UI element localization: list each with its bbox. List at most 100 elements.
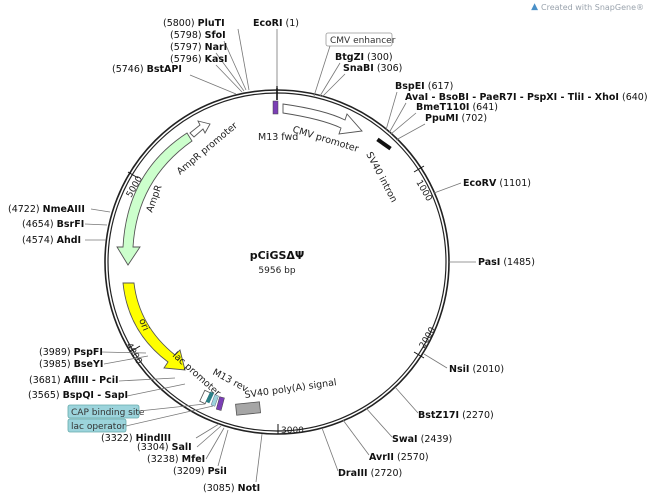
site-pos: (3985) bbox=[39, 359, 71, 370]
svg-text:PpuMI (702): PpuMI (702) bbox=[425, 113, 487, 124]
svg-text:SnaBI (306): SnaBI (306) bbox=[343, 63, 402, 74]
site-pos: (1485) bbox=[503, 257, 535, 268]
site-name: SwaI bbox=[392, 434, 418, 445]
tick-label-2000: 2000 bbox=[418, 325, 438, 350]
site-name: BstAPI bbox=[147, 64, 182, 75]
cap-leader bbox=[138, 403, 206, 412]
lac-operator-box bbox=[67, 418, 127, 433]
ori-arrow bbox=[122, 282, 186, 371]
site-pspfi: (3989) PspFI bbox=[39, 347, 147, 358]
site-avrii: AvrII (2570) bbox=[342, 419, 429, 463]
site-pos: (617) bbox=[428, 81, 454, 92]
site-name: AhdI bbox=[57, 235, 81, 246]
site-pos: (3681) bbox=[29, 375, 61, 386]
site-ecori: EcoRI (1) bbox=[253, 18, 299, 88]
site-name: HindIII bbox=[136, 433, 171, 444]
svg-text:(3238) MfeI: (3238) MfeI bbox=[147, 454, 205, 465]
site-pos: (3989) bbox=[39, 347, 71, 358]
svg-text:(5797) NarI: (5797) NarI bbox=[170, 42, 227, 53]
site-name: BstZ17I bbox=[418, 410, 459, 421]
site-pos: (3304) bbox=[137, 442, 169, 453]
site-pluti: (5800) PluTI bbox=[163, 18, 250, 91]
tick-mark-1000 bbox=[413, 165, 425, 173]
site-pos: (4722) bbox=[8, 204, 40, 215]
ampr-arrow bbox=[116, 132, 193, 266]
site-nari: (5797) NarI bbox=[170, 42, 245, 92]
site-name: AflIII - PciI bbox=[64, 375, 119, 386]
plasmid-size: 5956 bp bbox=[258, 266, 295, 276]
site-hindiii: (3322) HindIII bbox=[101, 423, 220, 444]
site-mfei: (3238) MfeI bbox=[147, 427, 225, 465]
m13-fwd-marker bbox=[272, 100, 279, 115]
svg-text:DraIII (2720): DraIII (2720) bbox=[338, 468, 402, 479]
site-name: NotI bbox=[238, 483, 261, 494]
site-name: NarI bbox=[205, 42, 228, 53]
site-name: AvaI - BsoBI - PaeR7I - PspXI - TliI - X… bbox=[405, 92, 619, 103]
site-pos: (2010) bbox=[472, 364, 504, 375]
cmv-promoter-arrow bbox=[282, 103, 363, 135]
svg-text:(3989) PspFI: (3989) PspFI bbox=[39, 347, 103, 358]
site-nmeaiii: (4722) NmeAIII bbox=[8, 204, 111, 215]
svg-text:SwaI (2439): SwaI (2439) bbox=[392, 434, 452, 445]
cmv-enhancer-label: CMV enhancer bbox=[330, 36, 396, 46]
site-name: EcoRI bbox=[253, 18, 283, 29]
tick-label-4000: 4000 bbox=[123, 342, 143, 367]
tick-mark-4000 bbox=[129, 345, 141, 353]
site-ppumi: PpuMI (702) bbox=[395, 113, 487, 141]
site-name: BspEI bbox=[395, 81, 425, 92]
sv40-intron-label: SV40 intron bbox=[363, 150, 399, 204]
svg-text:PasI (1485): PasI (1485) bbox=[478, 257, 535, 268]
svg-text:(5746) BstAPI: (5746) BstAPI bbox=[112, 64, 182, 75]
site-bstapi: (5746) BstAPI bbox=[112, 64, 237, 95]
svg-text:AvrII (2570): AvrII (2570) bbox=[369, 452, 429, 463]
site-name: PpuMI bbox=[425, 113, 459, 124]
site-pos: (2720) bbox=[371, 468, 403, 479]
cmv-enhancer-box bbox=[325, 32, 393, 47]
plasmid-name: pCiGSΔΨ bbox=[250, 249, 305, 262]
site-pos: (2570) bbox=[397, 452, 429, 463]
ampr-promoter-arrow bbox=[189, 120, 211, 138]
svg-text:(3322) HindIII: (3322) HindIII bbox=[101, 433, 171, 444]
site-name: NmeAIII bbox=[43, 204, 85, 215]
svg-text:BtgZI (300): BtgZI (300) bbox=[335, 52, 393, 63]
site-bsrfi: (4654) BsrFI bbox=[22, 219, 108, 230]
site-name: PasI bbox=[478, 257, 500, 268]
site-pos: (640) bbox=[622, 92, 648, 103]
site-pos: (5800) bbox=[163, 18, 195, 29]
site-pos: (1101) bbox=[499, 178, 531, 189]
site-bspei: BspEI (617) bbox=[385, 81, 454, 131]
svg-text:NsiI (2010): NsiI (2010) bbox=[449, 364, 504, 375]
svg-text:(3985) BseYI: (3985) BseYI bbox=[39, 359, 103, 370]
site-sfoi: (5798) SfoI bbox=[170, 30, 247, 91]
site-name: BspQI - SapI bbox=[63, 390, 128, 401]
svg-text:(5796) KasI: (5796) KasI bbox=[170, 54, 228, 65]
tick-mark-2000 bbox=[413, 351, 425, 359]
sv40-intron-marker bbox=[376, 137, 392, 151]
m13-rev-marker bbox=[215, 396, 225, 411]
site-name: KasI bbox=[205, 54, 228, 65]
site-pos: (3085) bbox=[203, 483, 235, 494]
cap-binding-site-box bbox=[67, 404, 140, 419]
svg-text:(4654) BsrFI: (4654) BsrFI bbox=[22, 219, 84, 230]
site-pos: (5797) bbox=[170, 42, 202, 53]
site-btgzi: BtgZI (300) bbox=[319, 52, 393, 97]
svg-text:(5800) PluTI: (5800) PluTI bbox=[163, 18, 225, 29]
site-noti: (3085) NotI bbox=[203, 433, 263, 494]
site-kasi: (5796) KasI bbox=[170, 54, 243, 93]
site-pos: (5796) bbox=[170, 54, 202, 65]
site-name: PsiI bbox=[208, 466, 227, 477]
site-pos: (3322) bbox=[101, 433, 133, 444]
svg-text:(4722) NmeAIII: (4722) NmeAIII bbox=[8, 204, 85, 215]
tick-mark-5000 bbox=[127, 171, 139, 179]
site-pasi: PasI (1485) bbox=[449, 257, 535, 268]
svg-text:(3304) SalI: (3304) SalI bbox=[137, 442, 192, 453]
svg-text:EcoRV (1101): EcoRV (1101) bbox=[463, 178, 531, 189]
site-pos: (2270) bbox=[462, 410, 494, 421]
site-name: AvrII bbox=[369, 452, 394, 463]
site-avai-xhoi: AvaI - BsoBI - PaeR7I - PspXI - TliI - X… bbox=[388, 92, 648, 134]
site-ecorv: EcoRV (1101) bbox=[433, 178, 531, 194]
site-pos: (1) bbox=[286, 18, 299, 29]
site-sali: (3304) SalI bbox=[137, 425, 222, 453]
site-name: SnaBI bbox=[343, 63, 374, 74]
site-name: DraIII bbox=[338, 468, 368, 479]
